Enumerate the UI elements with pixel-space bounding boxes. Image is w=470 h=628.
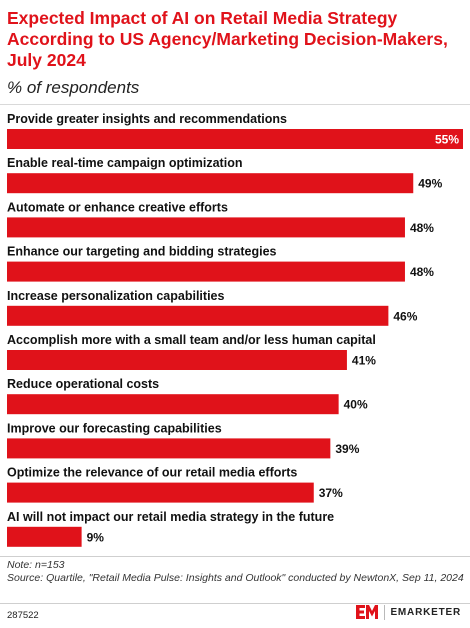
- chart-id: 287522: [7, 610, 39, 621]
- em-logo-icon: [356, 605, 379, 619]
- value-label: 41%: [352, 354, 376, 368]
- value-label: 39%: [335, 442, 359, 456]
- bar: [7, 394, 339, 415]
- category-label: Increase personalization capabilities: [7, 289, 224, 303]
- category-label: Improve our forecasting capabilities: [7, 421, 222, 435]
- category-label: AI will not impact our retail media stra…: [7, 510, 334, 524]
- bottom-divider: [0, 556, 470, 557]
- emarketer-logo: EMARKETER: [356, 604, 461, 620]
- bar: [7, 305, 389, 326]
- bar: [7, 261, 405, 282]
- value-label: 9%: [87, 530, 105, 544]
- bar: [7, 217, 405, 238]
- bar: [7, 526, 82, 547]
- chart-subtitle: % of respondents: [7, 78, 140, 97]
- value-label: 49%: [418, 177, 442, 191]
- value-label: 46%: [393, 309, 417, 323]
- category-label: Automate or enhance creative efforts: [7, 200, 228, 214]
- category-label: Accomplish more with a small team and/or…: [7, 333, 376, 347]
- value-label: 48%: [410, 265, 434, 279]
- chart-note: Note: n=153: [7, 559, 65, 571]
- category-label: Enable real-time campaign optimization: [7, 156, 242, 170]
- logo-wordmark: EMARKETER: [390, 606, 461, 618]
- bar: [7, 350, 347, 370]
- bar: [7, 438, 331, 459]
- category-label: Optimize the relevance of our retail med…: [7, 466, 297, 480]
- chart-title: Expected Impact of AI on Retail Media St…: [7, 8, 448, 70]
- chart-source: Source: Quartile, "Retail Media Pulse: I…: [7, 572, 464, 584]
- bar: [7, 173, 414, 194]
- category-label: Enhance our targeting and bidding strate…: [7, 245, 277, 259]
- category-label: Provide greater insights and recommendat…: [7, 112, 287, 126]
- category-label: Reduce operational costs: [7, 377, 159, 391]
- bar-chart: Provide greater insights and recommendat…: [7, 112, 463, 547]
- top-divider: [0, 104, 470, 105]
- value-label: 40%: [344, 398, 368, 412]
- value-label: 37%: [319, 486, 343, 500]
- logo-separator: [384, 604, 386, 620]
- value-label: 48%: [410, 221, 434, 235]
- value-label: 55%: [435, 133, 459, 147]
- bar: [7, 482, 314, 503]
- footer-divider: [0, 603, 470, 604]
- bar: [7, 129, 463, 149]
